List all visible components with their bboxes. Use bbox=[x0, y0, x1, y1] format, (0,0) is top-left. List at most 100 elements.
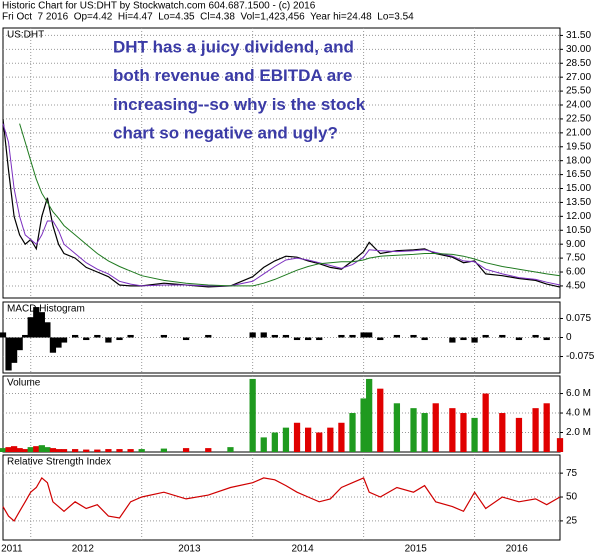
annotation: both revenue and EBITDA are bbox=[113, 66, 352, 85]
bar bbox=[305, 337, 312, 341]
bar bbox=[71, 334, 79, 338]
bar bbox=[410, 334, 417, 338]
y-tick-label: 7.50 bbox=[566, 253, 586, 264]
annotation: increasing--so why is the stock bbox=[113, 95, 366, 114]
bar bbox=[393, 334, 401, 338]
bar bbox=[260, 437, 267, 452]
bar bbox=[471, 417, 478, 452]
bar bbox=[316, 432, 323, 452]
bar bbox=[432, 403, 439, 452]
bar bbox=[33, 446, 40, 452]
y-tick-label: 13.50 bbox=[566, 197, 591, 208]
bar bbox=[532, 334, 539, 338]
bar bbox=[83, 449, 90, 452]
bar bbox=[49, 448, 57, 452]
bar bbox=[349, 413, 356, 452]
bar bbox=[460, 337, 467, 341]
x-tick-label: 2011 bbox=[1, 544, 23, 555]
bar bbox=[260, 332, 267, 338]
bar bbox=[410, 408, 417, 452]
y-tick-label: 50 bbox=[566, 492, 578, 503]
bar bbox=[271, 432, 278, 452]
line bbox=[2, 118, 561, 288]
bar bbox=[338, 422, 345, 452]
bar bbox=[116, 449, 123, 452]
bar bbox=[449, 408, 456, 452]
bar bbox=[543, 337, 550, 341]
header-title: Historic Chart for US:DHT by Stockwatch.… bbox=[2, 1, 316, 12]
panel-title: Volume bbox=[7, 378, 41, 389]
bar bbox=[10, 337, 18, 363]
bar bbox=[366, 332, 373, 338]
bar bbox=[22, 449, 29, 452]
bar bbox=[227, 447, 234, 452]
bar bbox=[10, 446, 18, 452]
bar bbox=[94, 334, 101, 338]
bar bbox=[44, 447, 51, 452]
bar bbox=[327, 427, 334, 452]
bar bbox=[83, 337, 90, 341]
bar bbox=[421, 413, 428, 452]
bar bbox=[471, 337, 478, 343]
bar bbox=[60, 449, 68, 452]
panel bbox=[2, 454, 561, 541]
bar bbox=[182, 448, 190, 452]
bar bbox=[27, 317, 34, 338]
y-tick-label: 25.50 bbox=[566, 86, 591, 97]
line bbox=[2, 476, 561, 522]
bar bbox=[249, 332, 256, 338]
header-info: Fri Oct 7 2016 Op=4.42 Hi=4.47 Lo=4.35 C… bbox=[2, 12, 414, 23]
bar bbox=[316, 337, 323, 341]
x-tick-label: 2014 bbox=[291, 544, 314, 555]
y-tick-label: 0 bbox=[566, 332, 572, 343]
y-tick-label: 0.075 bbox=[566, 313, 591, 324]
bar bbox=[55, 337, 62, 348]
y-tick-label: 2.0 M bbox=[566, 427, 591, 438]
bar bbox=[44, 322, 51, 338]
y-tick-label: 30.00 bbox=[566, 44, 591, 55]
bar bbox=[482, 393, 489, 452]
x-tick-label: 2015 bbox=[405, 544, 428, 555]
bar bbox=[160, 448, 168, 452]
y-tick-label: 9.00 bbox=[566, 239, 586, 250]
bar bbox=[282, 334, 290, 338]
bar bbox=[105, 449, 112, 452]
bar bbox=[543, 403, 550, 452]
y-tick-label: 19.50 bbox=[566, 141, 591, 152]
bar bbox=[94, 449, 101, 452]
bar bbox=[127, 449, 134, 452]
bar bbox=[116, 337, 123, 341]
y-tick-label: 31.50 bbox=[566, 30, 591, 41]
line bbox=[2, 123, 561, 287]
y-tick-label: 25 bbox=[566, 516, 578, 527]
bar bbox=[22, 334, 29, 338]
y-tick-label: 6.0 M bbox=[566, 388, 591, 399]
bar bbox=[71, 449, 79, 452]
y-tick-label: 27.00 bbox=[566, 72, 591, 83]
bar bbox=[38, 445, 45, 452]
x-tick-label: 2012 bbox=[72, 544, 95, 555]
bar bbox=[293, 422, 301, 452]
bar bbox=[360, 398, 367, 452]
annotation: DHT has a juicy dividend, and bbox=[113, 37, 354, 56]
bar bbox=[138, 449, 145, 452]
panel bbox=[2, 375, 561, 453]
y-tick-label: 28.50 bbox=[566, 58, 591, 69]
y-tick-label: 75 bbox=[566, 468, 578, 479]
bar bbox=[33, 307, 40, 338]
bar bbox=[515, 417, 523, 452]
bar bbox=[515, 337, 523, 341]
bar bbox=[366, 378, 373, 452]
y-tick-label: 22.50 bbox=[566, 114, 591, 125]
y-tick-label: -0.075 bbox=[566, 351, 595, 362]
bar bbox=[282, 427, 290, 452]
x-tick-label: 2016 bbox=[506, 544, 529, 555]
y-tick-label: 24.00 bbox=[566, 100, 591, 111]
y-tick-label: 10.50 bbox=[566, 225, 591, 236]
panel-title: Relative Strength Index bbox=[7, 457, 111, 468]
line bbox=[19, 123, 561, 287]
bar bbox=[393, 403, 401, 452]
bar bbox=[105, 337, 112, 343]
